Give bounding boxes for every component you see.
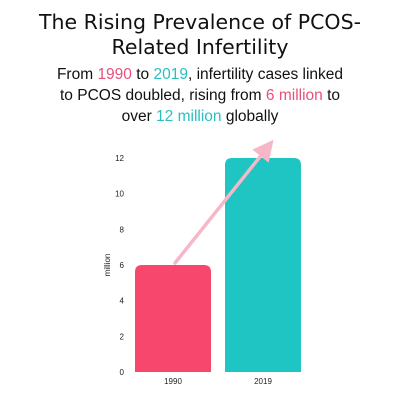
highlight-value-12-million: 12 million	[156, 108, 222, 125]
y-tick-label: 6	[120, 261, 125, 270]
title-line-1: The Rising Prevalence of PCOS-	[39, 10, 361, 34]
x-tick-label: 1990	[164, 377, 182, 386]
subtitle-text: to	[322, 87, 340, 104]
title-line-2: Related Infertility	[111, 35, 289, 59]
subtitle-text: to	[131, 66, 154, 83]
subtitle-line-2: to PCOS doubled, rising from 6 million t…	[0, 85, 400, 106]
subtitle-text: From	[56, 66, 98, 83]
y-tick-label: 10	[115, 190, 124, 199]
y-tick-label: 4	[120, 297, 125, 306]
highlight-year-1990: 1990	[97, 66, 132, 83]
subtitle-line-1: From 1990 to 2019, infertility cases lin…	[0, 64, 400, 85]
subtitle-text: to PCOS doubled, rising from	[60, 87, 266, 104]
chart-title: The Rising Prevalence of PCOS- Related I…	[0, 10, 400, 60]
y-tick-label: 0	[120, 368, 125, 377]
subtitle-text: , infertility cases linked	[187, 66, 344, 83]
y-tick-label: 12	[115, 154, 124, 163]
highlight-value-6-million: 6 million	[265, 87, 323, 104]
subtitle-text: globally	[221, 108, 279, 125]
y-tick-label: 8	[120, 225, 125, 234]
bar-1990	[135, 265, 211, 372]
y-tick-label: 2	[120, 332, 125, 341]
subtitle-text: over	[121, 108, 157, 125]
subtitle-line-3: over 12 million globally	[0, 106, 400, 127]
chart-subtitle: From 1990 to 2019, infertility cases lin…	[0, 64, 400, 127]
growth-arrow	[173, 139, 274, 265]
bar-2019	[225, 158, 301, 372]
x-tick-label: 2019	[254, 377, 272, 386]
highlight-year-2019: 2019	[153, 66, 188, 83]
y-axis-label: million	[103, 254, 112, 277]
